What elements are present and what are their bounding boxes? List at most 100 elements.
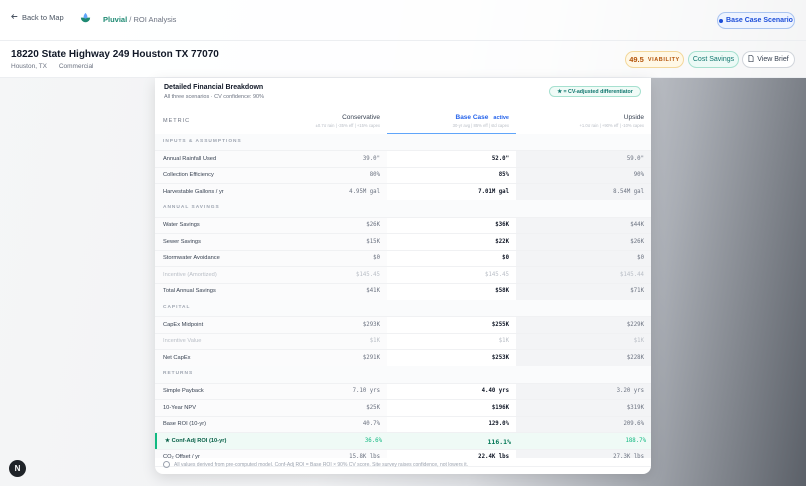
metric-column-header: METRIC bbox=[163, 118, 191, 124]
section-header: INPUTS & ASSUMPTIONS bbox=[155, 134, 651, 151]
property-meta: Houston, TX Commercial bbox=[11, 63, 94, 70]
cv-legend-badge: ★ = CV-adjusted differentiator bbox=[549, 86, 641, 97]
upside-value: 90% bbox=[633, 172, 644, 179]
row-label: Simple Payback bbox=[163, 388, 204, 394]
section-header: CAPITAL bbox=[155, 300, 651, 317]
row-divider bbox=[155, 150, 651, 152]
row-label: Annual Rainfall Used bbox=[163, 155, 217, 162]
column-name: Base Case active bbox=[387, 114, 516, 121]
row-label: Total Annual Savings bbox=[163, 288, 216, 295]
row-divider bbox=[155, 399, 651, 401]
row-label: Net CapEx bbox=[163, 354, 191, 361]
row-divider bbox=[155, 448, 651, 450]
base-case-value: 129.0% bbox=[488, 421, 509, 428]
viability-badge[interactable]: 49.5 VIABILITY bbox=[625, 51, 684, 68]
panel-title: Detailed Financial Breakdown bbox=[164, 84, 264, 91]
base-case-value: 116.1% bbox=[487, 437, 511, 446]
table-row: Total Annual Savings $41K $58K $71K bbox=[155, 283, 651, 300]
column-desc: +1.0σ rain | +90% eff | -10% capex bbox=[579, 123, 644, 128]
base-case-value: $36K bbox=[495, 222, 509, 228]
base-case-value: 85% bbox=[498, 172, 509, 179]
base-case-value: $58K bbox=[495, 288, 509, 295]
pluvial-logo-icon bbox=[79, 12, 92, 25]
base-case-value: $255K bbox=[491, 321, 509, 328]
document-icon bbox=[748, 55, 754, 64]
table-row: 10-Year NPV $25K $196K $319K bbox=[155, 400, 651, 417]
table-row: Net CapEx $291K $253K $228K bbox=[155, 350, 651, 367]
column-header-base-case[interactable]: Base Case active 30-yr avg | 85% eff | st… bbox=[387, 106, 516, 134]
column-header-conservative[interactable]: Conservative ±0.7σ rain | -35% eff | +15… bbox=[295, 106, 387, 134]
row-divider bbox=[155, 316, 651, 318]
row-label: Incentive Value bbox=[163, 338, 202, 345]
row-divider bbox=[155, 465, 651, 467]
back-to-map-link[interactable]: Back to Map bbox=[11, 13, 64, 22]
upside-value: $1K bbox=[633, 338, 644, 345]
conservative-value: 36.6% bbox=[364, 437, 382, 444]
financial-breakdown-panel: Detailed Financial Breakdown All three s… bbox=[155, 78, 651, 474]
conservative-value: 4.95M gal bbox=[349, 188, 380, 195]
conservative-value: $15K bbox=[366, 238, 380, 245]
breadcrumb: Pluvial / ROI Analysis bbox=[103, 15, 176, 24]
upside-value: $0 bbox=[637, 255, 644, 262]
row-divider bbox=[155, 282, 651, 284]
property-header: 18220 State Highway 249 Houston TX 77070… bbox=[0, 41, 806, 78]
upside-value: $26K bbox=[630, 238, 644, 245]
column-name: Conservative bbox=[342, 114, 380, 121]
row-divider bbox=[155, 349, 651, 351]
base-case-value: 22.4K lbs bbox=[478, 454, 509, 461]
row-label: Incentive (Amortized) bbox=[163, 271, 217, 278]
row-label: CAPITAL bbox=[163, 305, 191, 310]
conservative-value: 40.7% bbox=[362, 421, 380, 428]
table-row: Harvestable Gallons / yr 4.95M gal 7.01M g… bbox=[155, 184, 651, 201]
table-row: CapEx Midpoint $293K $255K $229K bbox=[155, 317, 651, 334]
viability-score: 49.5 bbox=[629, 55, 644, 64]
row-divider bbox=[155, 216, 651, 218]
active-badge: active bbox=[493, 115, 509, 121]
property-type: Commercial bbox=[58, 63, 94, 70]
viability-label: VIABILITY bbox=[647, 56, 680, 63]
row-label: ANNUAL SAVINGS bbox=[163, 205, 220, 211]
conservative-value: $293K bbox=[362, 321, 380, 328]
breadcrumb-current: / ROI Analysis bbox=[129, 15, 177, 24]
row-divider bbox=[155, 166, 651, 168]
column-name: Upside bbox=[623, 114, 644, 121]
upside-value: 27.3K lbs bbox=[613, 454, 644, 461]
table-row: Water Savings $26K $36K $44K bbox=[155, 217, 651, 234]
table-row: Incentive (Amortized) $145.45 $145.45 $145.… bbox=[155, 267, 651, 284]
cost-savings-button[interactable]: Cost Savings bbox=[688, 51, 739, 68]
row-divider bbox=[155, 415, 651, 417]
base-case-value: $22K bbox=[495, 238, 509, 245]
arrow-left-icon bbox=[11, 13, 18, 22]
row-label: Stormwater Avoidance bbox=[163, 255, 220, 262]
back-label: Back to Map bbox=[22, 13, 64, 22]
conservative-value: $291K bbox=[362, 354, 380, 361]
conservative-value: $1K bbox=[369, 338, 380, 345]
page-title: 18220 State Highway 249 Houston TX 77070 bbox=[11, 49, 219, 60]
top-bar: Back to Map Pluvial / ROI Analysis Base … bbox=[0, 0, 806, 41]
conservative-value: $145.45 bbox=[356, 271, 380, 278]
upside-value: $71K bbox=[630, 288, 644, 295]
row-divider bbox=[155, 249, 651, 251]
view-brief-button[interactable]: View Brief bbox=[742, 51, 795, 68]
table-row: Stormwater Avoidance $0 $0 $0 bbox=[155, 250, 651, 267]
row-label: CapEx Midpoint bbox=[163, 321, 204, 328]
row-label: Collection Efficiency bbox=[163, 172, 214, 179]
upside-value: $229K bbox=[626, 321, 644, 328]
column-desc: ±0.7σ rain | -35% eff | +15% capex bbox=[315, 123, 380, 128]
upside-value: 209.6% bbox=[623, 421, 644, 428]
base-case-value: 7.01M gal bbox=[478, 188, 509, 195]
table-row: Base ROI (10-yr) 40.7% 129.0% 209.6% bbox=[155, 416, 651, 433]
row-label: 10-Year NPV bbox=[163, 404, 196, 411]
base-case-scenario-button[interactable]: Base Case Scenario bbox=[717, 12, 795, 29]
notion-launcher-button[interactable]: N bbox=[9, 460, 26, 477]
column-desc: 30-yr avg | 85% eff | std capex bbox=[452, 123, 509, 128]
conservative-value: $0 bbox=[373, 255, 380, 262]
column-header-upside[interactable]: Upside +1.0σ rain | +90% eff | -10% cape… bbox=[516, 106, 651, 134]
property-city: Houston, TX bbox=[11, 63, 48, 70]
row-label: CO₂ Offset / yr bbox=[163, 454, 200, 461]
base-case-value: $145.45 bbox=[485, 271, 509, 278]
upside-value: $44K bbox=[630, 222, 644, 228]
row-divider bbox=[155, 266, 651, 268]
conservative-value: 39.0" bbox=[362, 155, 380, 162]
view-brief-label: View Brief bbox=[757, 56, 789, 63]
